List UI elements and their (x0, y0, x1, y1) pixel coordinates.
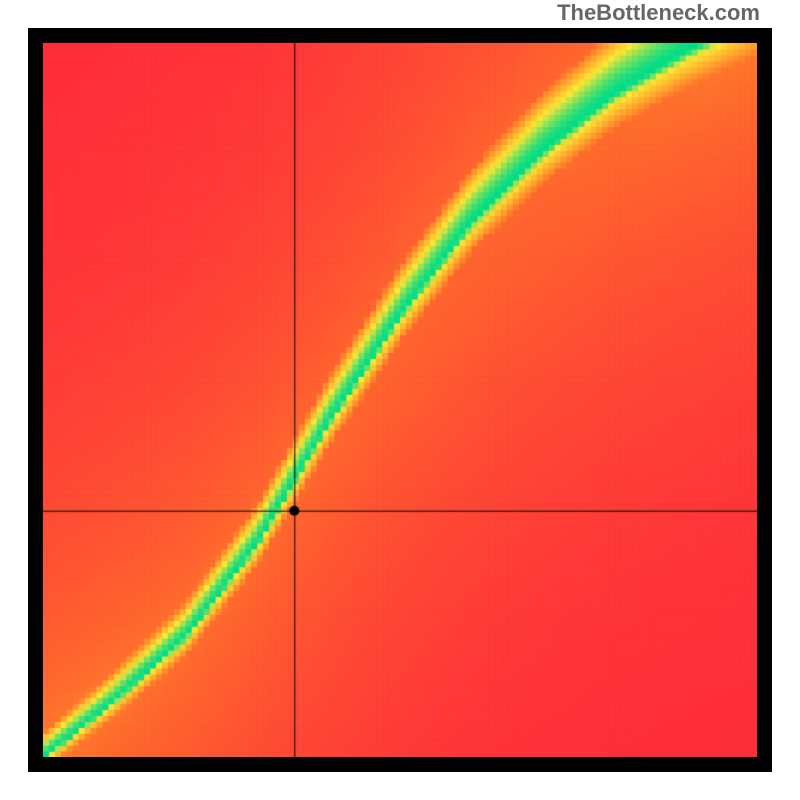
watermark-text: TheBottleneck.com (557, 0, 760, 26)
bottleneck-heatmap (43, 43, 757, 757)
plot-area (43, 43, 757, 757)
plot-border (28, 28, 772, 772)
